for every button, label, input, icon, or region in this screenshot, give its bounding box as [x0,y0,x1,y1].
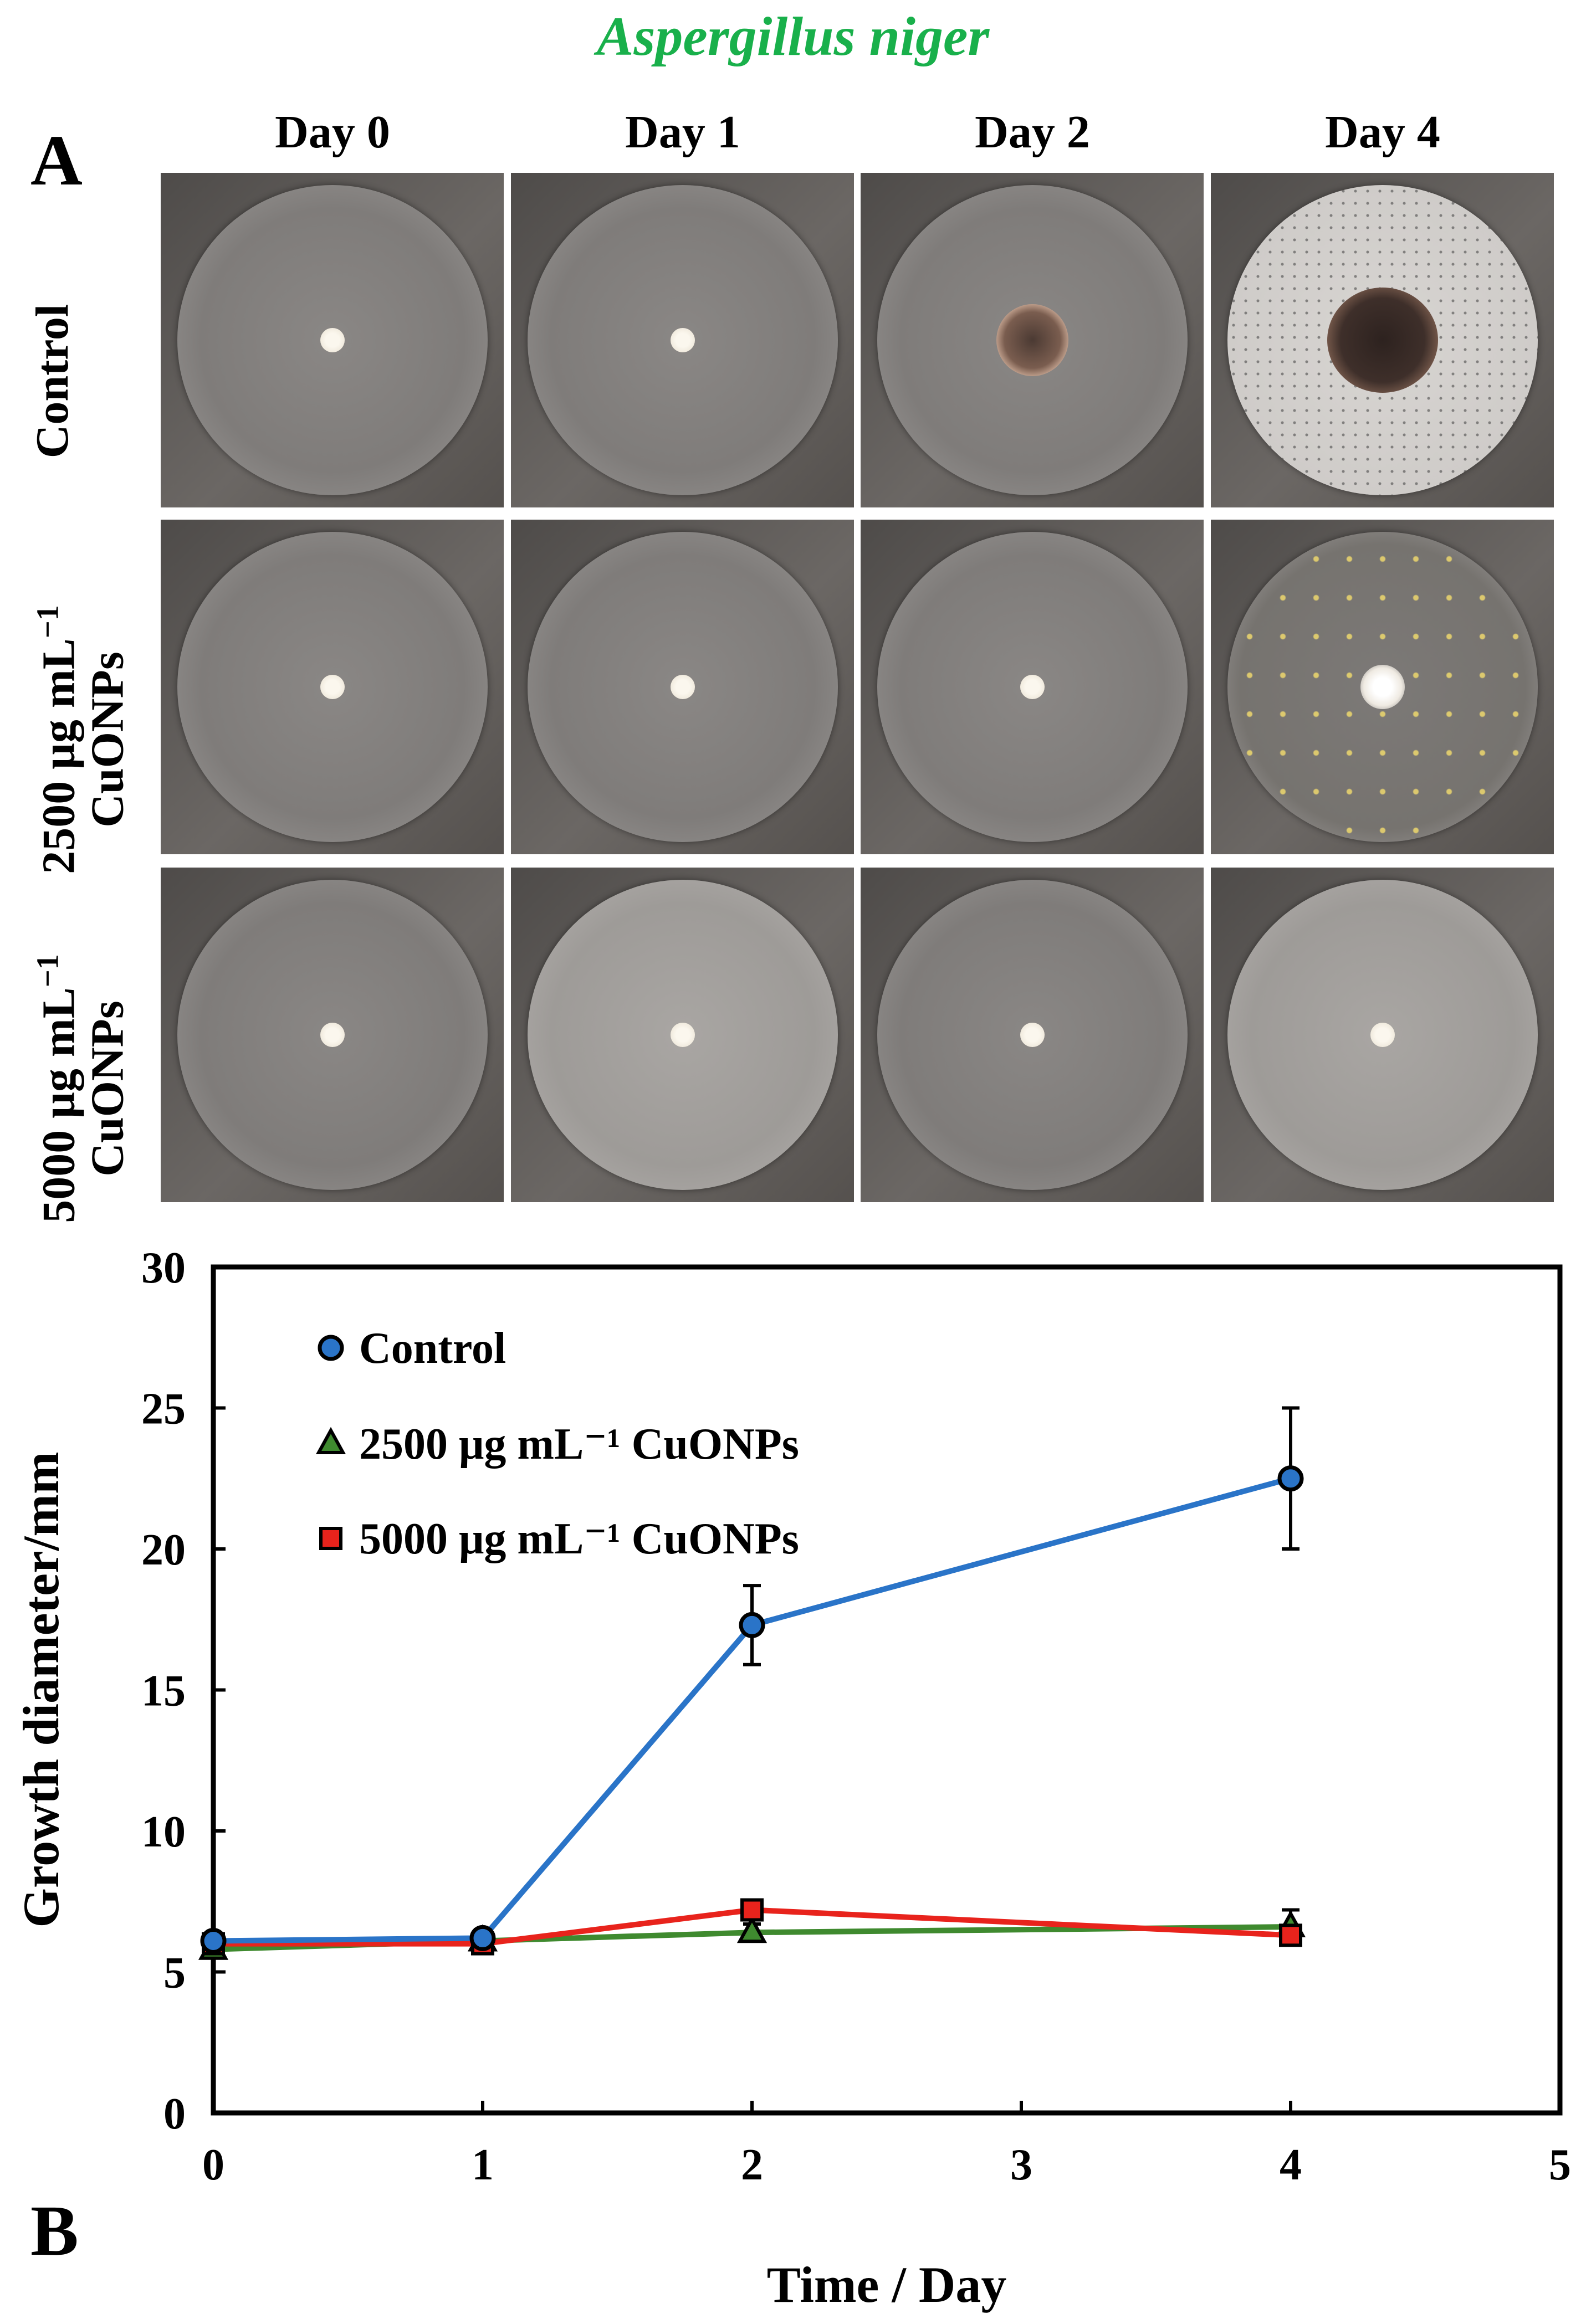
legend-label-control: Control [359,1324,506,1373]
fungal-colony [996,304,1068,376]
growth-chart: 0 5 10 15 20 25 30 0 1 2 3 4 5 Control 2500 μg mL⁻¹ C… [13,1244,1571,2313]
plate-photo-control-day-0 [161,173,504,507]
series-line-control [213,1475,1292,1944]
data-point-5000 [1279,1923,1302,1947]
fungal-colony [1360,665,1405,709]
legend-marker-2500 [315,1427,346,1454]
plate-photo-control-day-4 [1211,173,1554,507]
legend-marker-5000 [319,1527,342,1550]
plate-photo-2500-day-1 [511,520,854,854]
x-tick-label: 0 [202,2141,224,2189]
data-point-control [200,1928,227,1954]
plate-photo-2500-day-0 [161,520,504,854]
fungal-plug [670,675,695,699]
x-axis-label: Time / Day [767,2256,1007,2313]
data-point-5000 [740,1898,764,1922]
y-tick-label: 15 [141,1667,186,1716]
x-tick-label: 4 [1280,2141,1302,2189]
fungal-plug [670,328,695,352]
fungal-plug [670,1023,695,1047]
legend-label-2500: 2500 μg mL⁻¹ CuONPs [359,1420,799,1469]
column-label-day-0: Day 0 [275,106,390,158]
fungal-plug [320,328,345,352]
fungal-plug [1370,1023,1395,1047]
data-point-control [1277,1465,1304,1492]
x-tick-label: 1 [472,2141,494,2189]
fungal-colony [1327,288,1438,393]
legend-marker-control [318,1335,344,1361]
series-line-5000 [213,1907,1291,1947]
data-point-2500 [736,1916,768,1943]
plate-photo-5000-day-0 [161,868,504,1202]
row-label-2500: 2500 μg mL−1 CuONPs [30,605,134,874]
data-point-control [469,1925,496,1951]
plate-photo-control-day-2 [861,173,1204,507]
panel-a-label: A [30,121,83,201]
y-tick-label: 30 [141,1244,186,1292]
panel-b-label: B [30,2191,79,2271]
column-label-day-1: Day 1 [625,106,740,158]
plate-photo-2500-day-4 [1211,520,1554,854]
data-point-control [739,1612,765,1638]
fungal-plug [320,1023,345,1047]
series-control [200,1406,1304,1954]
figure-title: Aspergillus niger [596,6,990,67]
fungal-plug [1020,675,1045,699]
fungal-plug [1020,1023,1045,1047]
plate-photo-5000-day-2 [861,868,1204,1202]
column-label-day-2: Day 2 [975,106,1090,158]
y-tick-label: 20 [141,1526,186,1574]
plate-photo-5000-day-4 [1211,868,1554,1202]
legend-label-5000: 5000 μg mL⁻¹ CuONPs [359,1515,799,1563]
y-axis-label: Growth diameter/mm [13,1451,69,1927]
column-label-day-4: Day 4 [1325,106,1440,158]
x-tick-label: 3 [1010,2141,1032,2189]
y-tick-label: 5 [163,1949,186,1998]
y-tick-label: 25 [141,1385,186,1434]
y-tick-label: 0 [163,2090,186,2138]
plate-photo-5000-day-1 [511,868,854,1202]
row-label-control: Control [26,304,78,459]
plot-frame [211,1264,1563,2116]
row-label-5000: 5000 μg mL−1 CuONPs [30,954,134,1223]
fungal-plug [320,675,345,699]
x-tick-label: 2 [741,2141,763,2189]
y-tick-label: 10 [141,1808,186,1856]
plate-photo-2500-day-2 [861,520,1204,854]
plate-photo-control-day-1 [511,173,854,507]
x-tick-label: 5 [1549,2141,1571,2189]
